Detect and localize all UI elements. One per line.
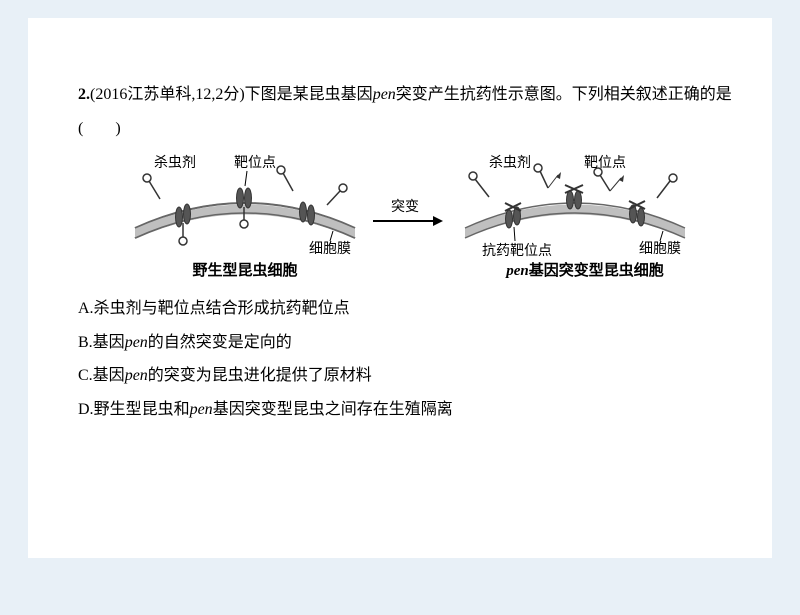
mutation-arrow: 突变	[373, 199, 443, 226]
label-target-left: 靶位点	[234, 155, 276, 171]
pesticide-molecule-5	[327, 184, 347, 205]
option-d: D.野生型昆虫和pen基因突变型昆虫之间存在生殖隔离	[78, 393, 732, 427]
stem-part1: 下图是某昆虫基因	[245, 86, 373, 103]
option-b-text2: 的自然突变是定向的	[148, 334, 292, 351]
question-stem: 2.(2016江苏单科,12,2分)下图是某昆虫基因pen突变产生抗药性示意图。…	[78, 78, 732, 145]
stem-part2: 突变产生抗药性示意图。下列相关叙述正确的是	[396, 86, 732, 103]
pesticide-bounce-2	[534, 164, 561, 188]
option-b-text1: 基因	[93, 334, 125, 351]
label-pesticide-right: 杀虫剂	[489, 155, 531, 171]
question-page: 2.(2016江苏单科,12,2分)下图是某昆虫基因pen突变产生抗药性示意图。…	[28, 18, 772, 558]
option-d-prefix: D.	[78, 401, 94, 418]
option-d-gene: pen	[190, 401, 213, 418]
mutant-cell: 杀虫剂 靶位点 抗药靶位点 细胞膜 pen基因突变型昆虫细胞	[465, 155, 685, 279]
label-pesticide-left: 杀虫剂	[154, 155, 196, 171]
option-c-text2: 的突变为昆虫进化提供了原材料	[148, 367, 372, 384]
gene-name: pen	[373, 86, 396, 103]
option-c-prefix: C.	[78, 367, 93, 384]
label-target-right: 靶位点	[584, 155, 626, 171]
stem-line2: ( )	[78, 112, 732, 146]
option-b: B.基因pen的自然突变是定向的	[78, 326, 732, 360]
pesticide-bounce-3	[594, 168, 624, 191]
option-a: A.杀虫剂与靶位点结合形成抗药靶位点	[78, 292, 732, 326]
diagram: 杀虫剂 靶位点 细胞膜 野生型昆虫细胞 突变	[78, 153, 732, 288]
label-resistant-target: 抗药靶位点	[482, 243, 552, 259]
option-a-prefix: A.	[78, 300, 94, 317]
option-b-gene: pen	[125, 334, 148, 351]
pesticide-molecule-1	[143, 174, 160, 199]
option-d-text2: 基因突变型昆虫之间存在生殖隔离	[213, 401, 453, 418]
wild-type-cell: 杀虫剂 靶位点 细胞膜 野生型昆虫细胞	[135, 155, 355, 279]
pesticide-bounce-4	[657, 174, 677, 198]
label-membrane-right: 细胞膜	[639, 241, 681, 257]
pesticide-bounce-1	[469, 172, 489, 197]
question-source: (2016江苏单科,12,2分)	[90, 86, 245, 103]
label-mutant: pen基因突变型昆虫细胞	[504, 261, 664, 279]
pesticide-molecule-4	[277, 166, 293, 191]
option-b-prefix: B.	[78, 334, 93, 351]
options-list: A.杀虫剂与靶位点结合形成抗药靶位点 B.基因pen的自然突变是定向的 C.基因…	[78, 292, 732, 426]
label-membrane-left: 细胞膜	[309, 241, 351, 257]
label-wildtype: 野生型昆虫细胞	[192, 261, 297, 279]
option-c-gene: pen	[125, 367, 148, 384]
label-mutation: 突变	[391, 199, 419, 215]
option-a-text: 杀虫剂与靶位点结合形成抗药靶位点	[94, 300, 350, 317]
question-number: 2.	[78, 86, 90, 103]
blank: ( )	[78, 120, 121, 137]
option-c-text1: 基因	[93, 367, 125, 384]
option-c: C.基因pen的突变为昆虫进化提供了原材料	[78, 359, 732, 393]
option-d-text1: 野生型昆虫和	[94, 401, 190, 418]
